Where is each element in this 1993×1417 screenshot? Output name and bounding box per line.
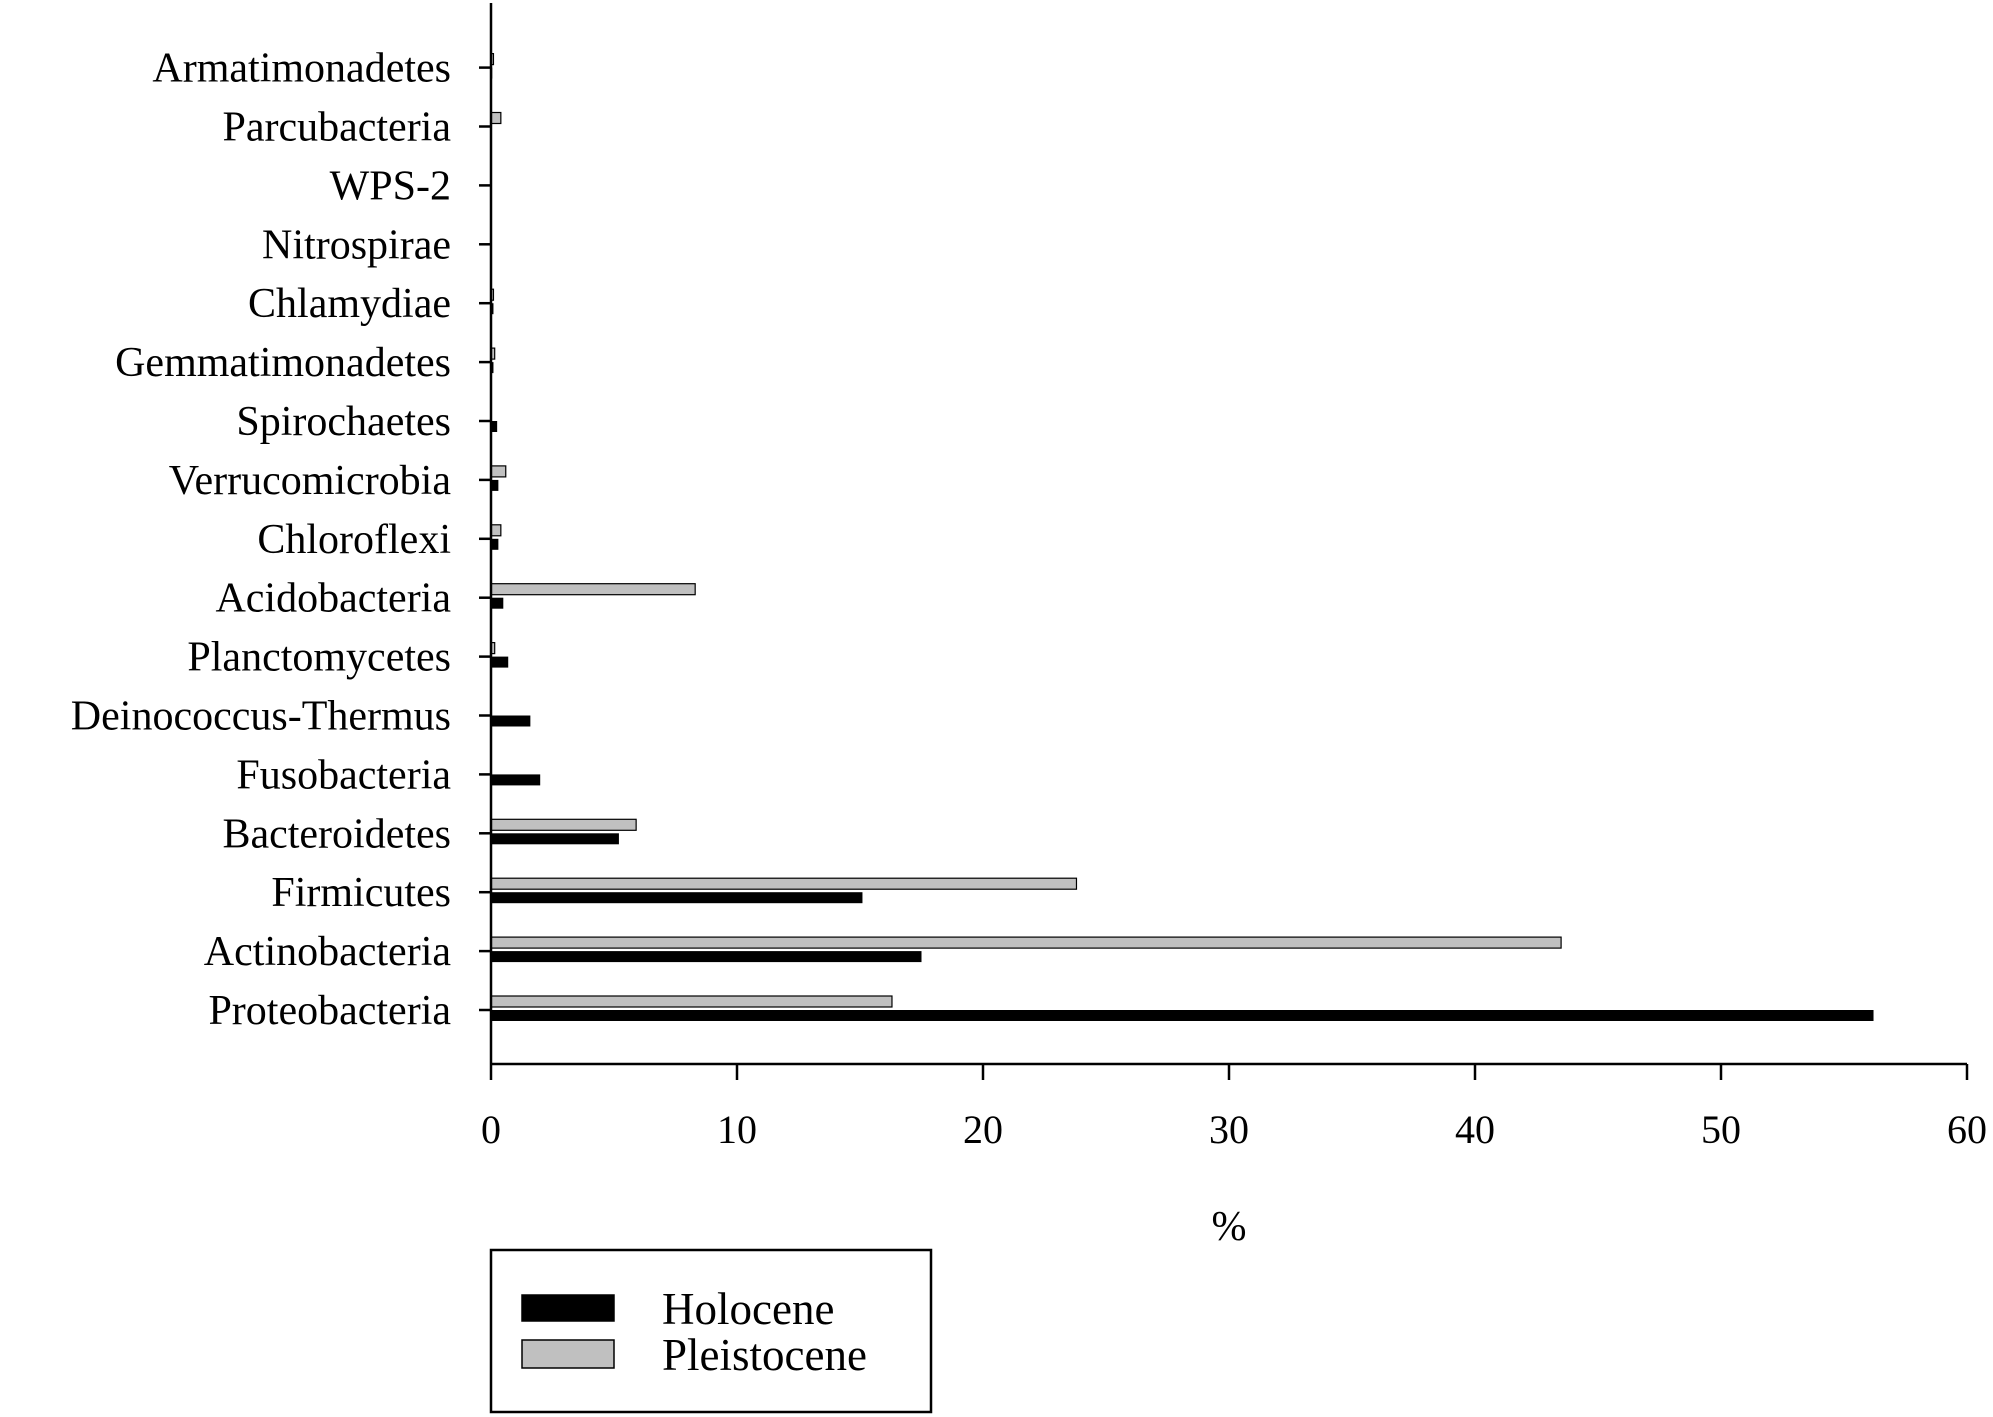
category-label-actinobacteria: Actinobacteria bbox=[204, 929, 452, 975]
x-tick-label-20: 20 bbox=[963, 1107, 1003, 1152]
legend: Holocene Pleistocene bbox=[489, 1248, 933, 1414]
category-label-spirochaetes: Spirochaetes bbox=[236, 399, 451, 445]
legend-box bbox=[489, 1248, 933, 1414]
legend-swatch-holocene bbox=[521, 1294, 615, 1322]
bar-holocene-deinococcus-thermus bbox=[491, 715, 531, 727]
legend-label-holocene: Holocene bbox=[662, 1284, 834, 1334]
category-label-firmicutes: Firmicutes bbox=[271, 870, 451, 916]
bar-holocene-bacteroidetes bbox=[491, 833, 619, 845]
category-label-planctomycetes: Planctomycetes bbox=[187, 635, 451, 681]
y-ticks: Proteobacteria Actinobacteria Firmicutes Ba… bbox=[71, 46, 491, 1034]
bar-holocene-spirochaetes bbox=[491, 421, 498, 432]
bar-holocene-planctomycetes bbox=[491, 656, 509, 668]
category-label-wps-2: WPS-2 bbox=[330, 163, 451, 209]
bar-pleistocene-chloroflexi bbox=[490, 524, 502, 537]
legend-swatch-pleistocene bbox=[521, 1339, 615, 1369]
bar-pleistocene-proteobacteria bbox=[490, 995, 893, 1008]
category-label-bacteroidetes: Bacteroidetes bbox=[222, 811, 451, 857]
category-label-chloroflexi: Chloroflexi bbox=[257, 517, 451, 563]
category-label-verrucomicrobia: Verrucomicrobia bbox=[169, 458, 452, 504]
bar-pleistocene-firmicutes bbox=[490, 877, 1078, 890]
category-label-gemmatimonadetes: Gemmatimonadetes bbox=[115, 340, 451, 386]
category-label-acidobacteria: Acidobacteria bbox=[215, 576, 451, 622]
category-label-deinococcus-thermus: Deinococcus-Thermus bbox=[71, 694, 451, 740]
x-axis-title: % bbox=[1212, 1204, 1247, 1250]
bar-holocene-actinobacteria bbox=[491, 951, 922, 963]
x-tick-label-0: 0 bbox=[481, 1107, 501, 1152]
bar-pleistocene-acidobacteria bbox=[490, 583, 696, 596]
category-label-chlamydiae: Chlamydiae bbox=[248, 281, 451, 327]
x-tick-label-30: 30 bbox=[1209, 1107, 1249, 1152]
bar-holocene-acidobacteria bbox=[491, 597, 504, 609]
bar-holocene-proteobacteria bbox=[491, 1010, 1874, 1021]
x-tick-label-10: 10 bbox=[717, 1107, 757, 1152]
bar-pleistocene-verrucomicrobia bbox=[490, 465, 507, 478]
category-label-parcubacteria: Parcubacteria bbox=[222, 105, 451, 151]
bar-holocene-chloroflexi bbox=[491, 538, 499, 550]
bar-pleistocene-actinobacteria bbox=[490, 936, 1562, 949]
category-label-fusobacteria: Fusobacteria bbox=[236, 752, 451, 798]
x-tick-label-50: 50 bbox=[1701, 1107, 1741, 1152]
legend-label-pleistocene: Pleistocene bbox=[662, 1330, 867, 1380]
x-tick-label-60: 60 bbox=[1947, 1107, 1987, 1152]
bar-holocene-firmicutes bbox=[491, 892, 863, 904]
bar-pleistocene-bacteroidetes bbox=[490, 818, 637, 831]
bar-holocene-fusobacteria bbox=[491, 774, 541, 786]
category-label-armatimonadetes: Armatimonadetes bbox=[152, 46, 451, 92]
bar-pleistocene-parcubacteria bbox=[490, 111, 502, 125]
bar-holocene-verrucomicrobia bbox=[491, 479, 499, 491]
category-label-nitrospirae: Nitrospirae bbox=[262, 222, 451, 268]
category-label-proteobacteria: Proteobacteria bbox=[208, 988, 451, 1034]
x-ticks: 0 10 20 30 40 50 60 bbox=[481, 1064, 1987, 1152]
x-tick-label-40: 40 bbox=[1455, 1107, 1495, 1152]
bars-layer bbox=[490, 52, 1874, 1021]
